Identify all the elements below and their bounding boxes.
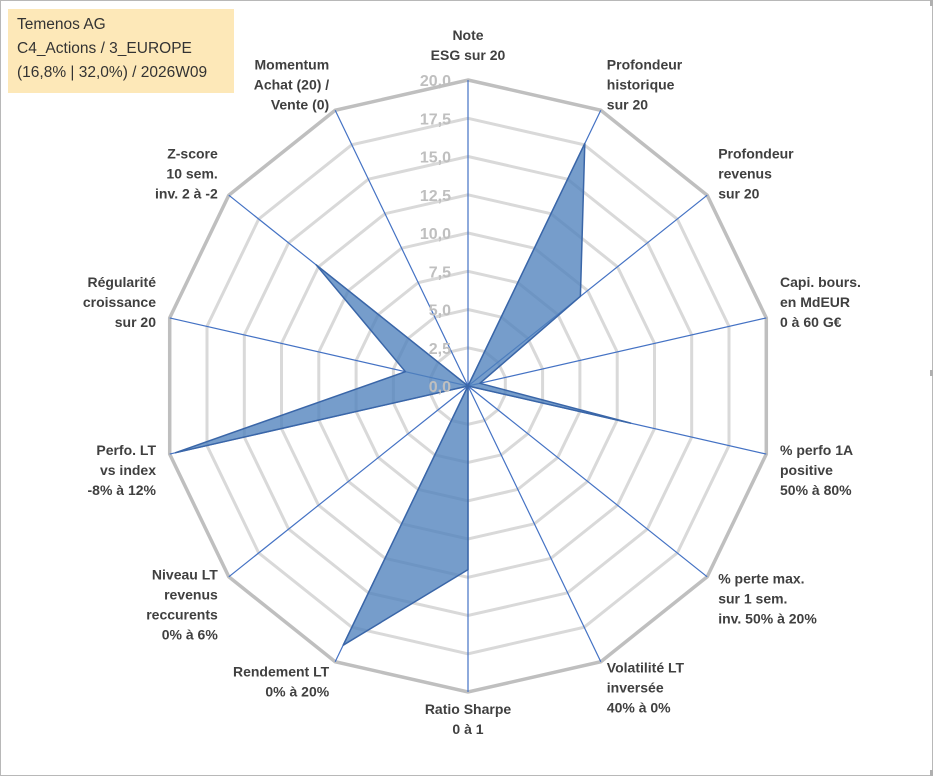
axis-label-line: Perfo. LT — [96, 442, 156, 458]
axis-label-line: 0% à 20% — [265, 683, 329, 699]
axis-label-line: croissance — [83, 294, 156, 310]
axis-spoke — [334, 110, 469, 387]
tick-label: 0,0 — [429, 379, 451, 396]
axis-label: Perfo. LT vs index -8% à 12% — [88, 442, 157, 498]
tick-label: 12,5 — [420, 188, 451, 205]
axis-label-line: inversée — [607, 679, 664, 695]
axis-label: Z-score 10 sem. inv. 2 à -2 — [155, 146, 218, 202]
scrollbar-mark — [930, 770, 933, 776]
scrollbar-mark — [930, 370, 933, 376]
axis-label: % perfo 1A positive 50% à 80% — [780, 442, 853, 498]
tick-label: 5,0 — [429, 303, 451, 320]
axis-label-line: Momentum — [255, 57, 330, 73]
axis-label-line: ESG sur 20 — [431, 47, 506, 63]
tick-label: 2,5 — [429, 341, 451, 358]
axis-label: Volatilité LT inversée 40% à 0% — [607, 659, 685, 715]
axis-label-line: Ratio Sharpe — [425, 701, 512, 717]
axis-label: Rendement LT 0% à 20% — [233, 663, 330, 699]
axis-label-line: Profondeur — [718, 146, 794, 162]
axis-label-line: 0 à 1 — [452, 721, 483, 737]
axis-label-line: Rendement LT — [233, 663, 330, 679]
axis-label-line: reccurents — [146, 607, 218, 623]
axis-label-line: Note — [452, 27, 483, 43]
axis-spoke — [467, 385, 708, 578]
scrollbar-track[interactable] — [930, 0, 933, 776]
tick-labels: 0,0 2,5 5,0 7,5 10,0 12,5 15,0 17,5 20,0 — [420, 73, 451, 396]
axis-label-line: Vente (0) — [271, 97, 329, 113]
axis-label-line: Régularité — [88, 274, 157, 290]
axis-label: Profondeur revenus sur 20 — [718, 146, 794, 202]
axis-label-line: inv. 2 à -2 — [155, 186, 218, 202]
axis-label-line: positive — [780, 462, 833, 478]
axis-label-line: 40% à 0% — [607, 699, 671, 715]
axis-label-line: vs index — [100, 462, 156, 478]
axis-label: Capi. bours. en MdEUR 0 à 60 G€ — [780, 274, 861, 330]
tick-label: 20,0 — [420, 73, 451, 90]
axis-spoke — [467, 317, 767, 387]
axis-label-line: revenus — [164, 587, 218, 603]
tick-label: 15,0 — [420, 150, 451, 167]
axis-label: Ratio Sharpe 0 à 1 — [425, 701, 512, 737]
company-name: Temenos AG — [17, 16, 106, 33]
axis-label-line: inv. 50% à 20% — [718, 611, 817, 627]
scrollbar-mark — [930, 0, 933, 6]
axis-label-line: 10 sem. — [166, 166, 217, 182]
axis-label: Profondeur historique sur 20 — [607, 57, 683, 113]
axis-label-line: 50% à 80% — [780, 482, 852, 498]
axis-label-line: Volatilité LT — [607, 659, 685, 675]
score-week: (16,8% | 32,0%) / 2026W09 — [17, 64, 208, 81]
axis-label: Note ESG sur 20 — [431, 27, 506, 63]
axis-label-line: % perfo 1A — [780, 442, 853, 458]
axis-label-line: Z-score — [167, 146, 218, 162]
info-box: Temenos AG C4_Actions / 3_EUROPE (16,8% … — [8, 9, 234, 93]
axis-labels: Note ESG sur 20 Profondeur historique sur 20… — [83, 27, 861, 737]
axis-label-line: Achat (20) / — [254, 77, 330, 93]
axis-label-line: -8% à 12% — [88, 482, 157, 498]
axis-label-line: Profondeur — [607, 57, 683, 73]
axis-spoke — [467, 385, 602, 662]
tick-label: 7,5 — [429, 264, 451, 281]
axis-label: Régularité croissance sur 20 — [83, 274, 156, 330]
axis-spoke — [228, 385, 469, 578]
axis-label-line: sur 20 — [718, 186, 759, 202]
axis-label-line: historique — [607, 77, 675, 93]
axis-label-line: % perte max. — [718, 571, 804, 587]
axis-label: Niveau LT revenus reccurents 0% à 6% — [146, 567, 218, 643]
axis-label-line: en MdEUR — [780, 294, 850, 310]
series-area — [174, 142, 632, 646]
axis-label-line: sur 20 — [607, 97, 648, 113]
axis-label-line: 0 à 60 G€ — [780, 314, 842, 330]
axis-label-line: Capi. bours. — [780, 274, 861, 290]
series-layer — [174, 142, 632, 646]
tick-label: 10,0 — [420, 226, 451, 243]
axis-label-line: revenus — [718, 166, 772, 182]
axis-label: Momentum Achat (20) / Vente (0) — [254, 57, 330, 113]
axis-label: % perte max. sur 1 sem. inv. 50% à 20% — [718, 571, 817, 627]
tick-label: 17,5 — [420, 111, 451, 128]
axis-label-line: Niveau LT — [152, 567, 218, 583]
portfolio-path: C4_Actions / 3_EUROPE — [17, 40, 192, 57]
axis-label-line: 0% à 6% — [162, 627, 219, 643]
axis-label-line: sur 1 sem. — [718, 591, 787, 607]
axis-label-line: sur 20 — [115, 314, 156, 330]
